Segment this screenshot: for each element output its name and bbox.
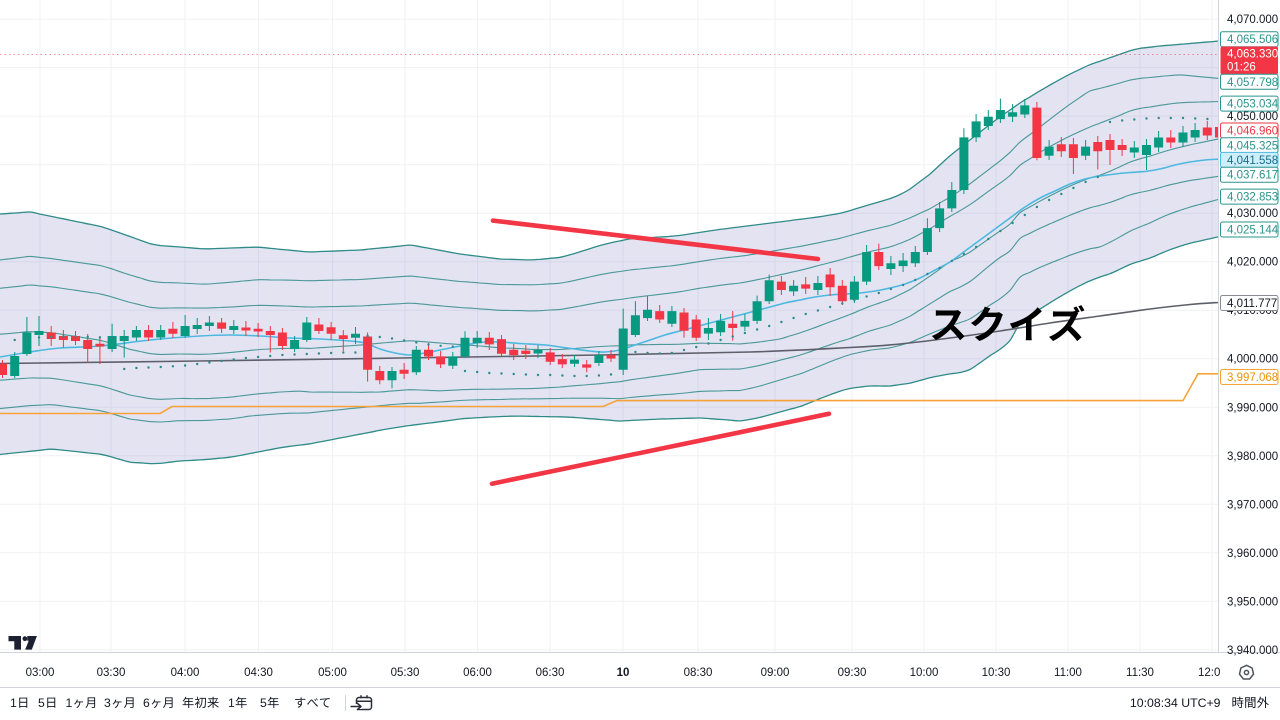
svg-text:4,045.325: 4,045.325 bbox=[1227, 140, 1278, 152]
svg-text:4,025.144: 4,025.144 bbox=[1227, 225, 1279, 237]
svg-text:08:30: 08:30 bbox=[684, 667, 713, 679]
svg-text:6: 6 bbox=[143, 696, 150, 710]
svg-text:01:26: 01:26 bbox=[1227, 62, 1256, 74]
svg-text:10:30: 10:30 bbox=[982, 667, 1011, 679]
svg-text:3,940.000: 3,940.000 bbox=[1227, 645, 1278, 657]
svg-text:1: 1 bbox=[66, 696, 73, 710]
svg-text:06:00: 06:00 bbox=[463, 667, 492, 679]
svg-text:4,053.034: 4,053.034 bbox=[1227, 99, 1279, 111]
svg-text:4,041.558: 4,041.558 bbox=[1227, 155, 1278, 167]
svg-text:4,063.330: 4,063.330 bbox=[1227, 49, 1278, 61]
svg-text:1: 1 bbox=[10, 696, 17, 710]
svg-text:04:30: 04:30 bbox=[244, 667, 273, 679]
svg-text:06:30: 06:30 bbox=[536, 667, 565, 679]
svg-text:4,011.777: 4,011.777 bbox=[1227, 298, 1277, 310]
svg-text:09:30: 09:30 bbox=[838, 667, 867, 679]
svg-text:05:00: 05:00 bbox=[318, 667, 347, 679]
svg-text:10:00: 10:00 bbox=[910, 667, 939, 679]
svg-text:4,065.506: 4,065.506 bbox=[1227, 34, 1278, 46]
svg-text:4,057.798: 4,057.798 bbox=[1227, 77, 1278, 89]
svg-text:09:00: 09:00 bbox=[761, 667, 790, 679]
svg-text:12:0: 12:0 bbox=[1198, 667, 1220, 679]
svg-text:5: 5 bbox=[38, 696, 45, 710]
svg-text:03:30: 03:30 bbox=[97, 667, 126, 679]
svg-text:5: 5 bbox=[260, 696, 267, 710]
svg-text:4,037.617: 4,037.617 bbox=[1227, 170, 1278, 182]
svg-text:03:00: 03:00 bbox=[26, 667, 55, 679]
svg-text:4,030.000: 4,030.000 bbox=[1227, 208, 1278, 220]
svg-text:3,980.000: 3,980.000 bbox=[1227, 451, 1278, 463]
svg-text:1: 1 bbox=[228, 696, 235, 710]
svg-text:3,990.000: 3,990.000 bbox=[1227, 402, 1278, 414]
svg-text:4,050.000: 4,050.000 bbox=[1227, 111, 1278, 123]
svg-text:4,032.853: 4,032.853 bbox=[1227, 192, 1278, 204]
svg-text:4,000.000: 4,000.000 bbox=[1227, 354, 1278, 366]
svg-text:3,997.068: 3,997.068 bbox=[1227, 372, 1278, 384]
svg-text:04:00: 04:00 bbox=[171, 667, 200, 679]
svg-text:3: 3 bbox=[104, 696, 111, 710]
svg-text:4,020.000: 4,020.000 bbox=[1227, 257, 1278, 269]
svg-text:4,046.960: 4,046.960 bbox=[1227, 126, 1278, 138]
svg-text:11:00: 11:00 bbox=[1054, 667, 1082, 679]
svg-text:11:30: 11:30 bbox=[1126, 667, 1154, 679]
svg-text:3,960.000: 3,960.000 bbox=[1227, 548, 1278, 560]
svg-text:4,070.000: 4,070.000 bbox=[1227, 14, 1278, 26]
svg-text:10:08:34 UTC+9: 10:08:34 UTC+9 bbox=[1130, 696, 1221, 710]
svg-text:10: 10 bbox=[617, 667, 630, 679]
svg-text:3,950.000: 3,950.000 bbox=[1227, 596, 1278, 608]
svg-text:05:30: 05:30 bbox=[391, 667, 420, 679]
svg-text:3,970.000: 3,970.000 bbox=[1227, 499, 1278, 511]
